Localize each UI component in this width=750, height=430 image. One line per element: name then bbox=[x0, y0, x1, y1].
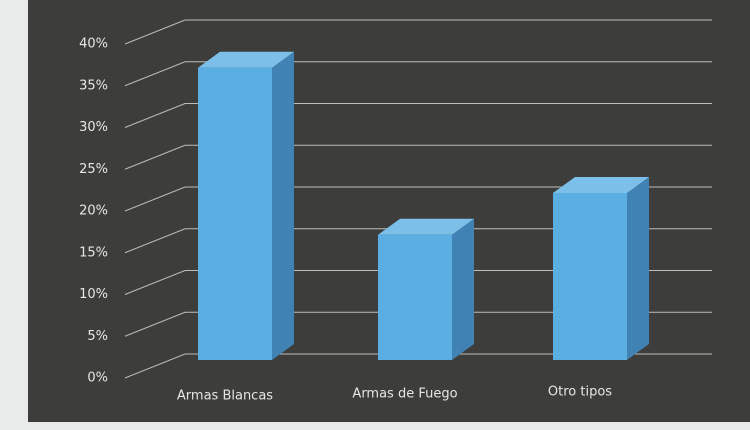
x-tick-label: Otro tipos bbox=[548, 385, 612, 400]
y-tick-label: 5% bbox=[87, 329, 108, 344]
grid-line bbox=[124, 144, 712, 170]
grid-line bbox=[124, 353, 712, 379]
grid-line bbox=[124, 103, 712, 128]
bar-side bbox=[452, 218, 474, 360]
bar bbox=[198, 67, 272, 360]
y-tick-label: 35% bbox=[79, 78, 108, 93]
bar-top bbox=[198, 51, 294, 68]
grid-line bbox=[124, 186, 712, 212]
grid-line bbox=[124, 19, 712, 45]
y-tick-label: 10% bbox=[79, 287, 108, 302]
bar-top bbox=[553, 177, 649, 193]
grid-line bbox=[124, 61, 712, 87]
grid-line bbox=[124, 270, 712, 295]
y-tick-label: 15% bbox=[79, 245, 108, 260]
y-tick-label: 0% bbox=[87, 371, 108, 386]
bar bbox=[378, 234, 452, 360]
bar-top bbox=[378, 218, 474, 235]
y-tick-label: 40% bbox=[79, 37, 108, 52]
y-tick-label: 20% bbox=[79, 204, 108, 219]
bar-side bbox=[272, 51, 294, 360]
bar-side bbox=[627, 177, 649, 360]
x-tick-label: Armas de Fuego bbox=[352, 387, 457, 402]
bar bbox=[553, 193, 627, 360]
grid-line bbox=[124, 311, 712, 337]
y-tick-label: 25% bbox=[79, 162, 108, 177]
grid-line bbox=[124, 228, 712, 254]
y-tick-label: 30% bbox=[79, 120, 108, 135]
x-tick-label: Armas Blancas bbox=[177, 389, 273, 404]
